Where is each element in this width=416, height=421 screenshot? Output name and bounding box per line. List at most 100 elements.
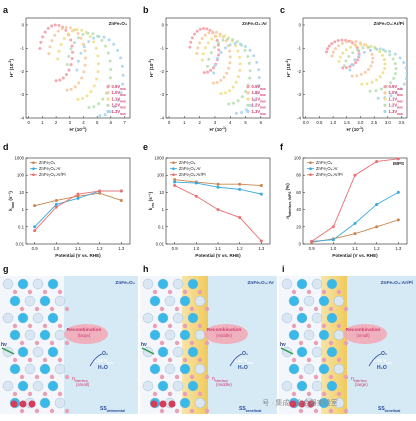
lattice-atom — [321, 357, 327, 363]
lattice-atom — [182, 289, 188, 295]
lattice-atom — [296, 346, 308, 358]
nyquist-point — [211, 30, 215, 34]
schematic-title: ZnFe₂O₄:Ar — [247, 280, 274, 286]
legend-marker — [106, 97, 110, 101]
nyquist-point — [96, 70, 100, 74]
x-tick-label: 1.0 — [193, 246, 200, 251]
lattice-atom — [9, 329, 21, 341]
nyquist-point — [376, 96, 380, 100]
hv-label: hν — [1, 342, 7, 348]
nyquist-point — [64, 28, 68, 32]
x-tick-label: 5 — [96, 120, 99, 125]
lattice-atom — [17, 346, 29, 358]
lattice-atom — [54, 397, 66, 409]
nyquist-point — [340, 41, 344, 45]
data-point — [54, 205, 58, 209]
data-point — [259, 192, 263, 196]
nyquist-point — [203, 46, 207, 50]
nyquist-point — [369, 44, 373, 48]
x-tick-label: 0.9 — [172, 246, 179, 251]
nyquist-point — [76, 36, 80, 40]
nyquist-point — [62, 37, 66, 41]
lattice-atom — [159, 306, 165, 312]
legend-marker — [383, 103, 387, 107]
nyquist-point — [333, 40, 337, 44]
nyquist-point — [107, 38, 111, 42]
nyquist-point — [235, 40, 239, 44]
nyquist-point — [219, 92, 223, 96]
eta-level: (large) — [355, 382, 368, 387]
recombination-label: Recombination — [67, 327, 102, 333]
nyquist-point — [370, 80, 374, 84]
nyquist-point — [69, 87, 73, 91]
nyquist-point — [398, 56, 402, 60]
voltage-label: 1.23 VRHE — [373, 358, 392, 365]
charge-carrier — [298, 400, 306, 408]
legend-label: 1.3VRHE — [112, 109, 127, 116]
lattice-atom — [39, 329, 51, 341]
nyquist-point — [378, 50, 382, 54]
data-point — [396, 157, 400, 161]
nyquist-point — [357, 54, 361, 58]
nyquist-point — [240, 110, 244, 114]
nyquist-point — [54, 79, 58, 83]
nyquist-point — [80, 76, 84, 80]
nyquist-point — [69, 63, 73, 67]
lattice-atom — [24, 295, 36, 307]
nyquist-point — [201, 52, 205, 56]
data-point — [33, 204, 37, 208]
nyquist-point — [393, 62, 397, 66]
nyquist-point — [388, 53, 392, 57]
y-tick-label: 10 — [159, 190, 164, 195]
lattice-atom — [19, 408, 25, 414]
nyquist-point — [71, 50, 75, 54]
nyquist-point — [359, 43, 363, 47]
data-point — [238, 215, 242, 219]
legend-marker — [383, 109, 387, 114]
data-point — [396, 218, 400, 222]
nyquist-point — [195, 52, 199, 56]
legend-marker — [106, 91, 110, 95]
nyquist-point — [379, 87, 383, 91]
recombination-label: Recombination — [207, 327, 242, 333]
oxidation-arrow — [89, 353, 103, 367]
nyquist-point — [223, 91, 227, 95]
nyquist-point — [65, 63, 69, 67]
legend-label: 0.9VRHE — [389, 84, 404, 91]
nyquist-point — [121, 73, 125, 77]
nyquist-point — [380, 53, 384, 57]
nyquist-point — [375, 47, 379, 51]
lattice-atom — [306, 289, 312, 295]
nyquist-point — [81, 96, 85, 100]
lattice-atom — [296, 278, 308, 290]
lattice-atom — [189, 306, 195, 312]
legend-label: 1.0VRHE — [252, 90, 267, 97]
data-point — [375, 202, 379, 206]
nyquist-point — [257, 68, 261, 72]
nyquist-point — [189, 40, 193, 44]
lattice-atom — [32, 278, 44, 290]
lattice-atom — [326, 380, 338, 392]
data-point — [216, 185, 220, 189]
lattice-atom — [142, 312, 154, 324]
lattice-atom — [157, 312, 169, 324]
lattice-atom — [197, 323, 203, 329]
nyquist-point — [82, 45, 86, 49]
rate-panel-1: d 0.9 1.0 1.1 1.2 1.3 0.01 0.1 1 10 100 1000 Potenti… — [3, 142, 131, 258]
nyquist-point — [100, 38, 104, 42]
lattice-atom — [179, 397, 191, 409]
lattice-atom — [172, 278, 184, 290]
lattice-atom — [49, 306, 55, 312]
y-axis-label: H'' (10-2) — [285, 58, 291, 77]
nyquist-point — [46, 26, 50, 30]
nyquist-point — [67, 54, 71, 58]
lattice-atom — [32, 312, 44, 324]
nyquist-point — [347, 54, 351, 58]
y-tick-label: 0.1 — [18, 224, 25, 229]
nyquist-point — [389, 94, 393, 98]
lattice-atom — [152, 289, 158, 295]
lattice-atom — [194, 329, 206, 341]
lattice-atom — [311, 380, 323, 392]
x-axis-label: Potential (V vs. RHE) — [332, 253, 378, 258]
nyquist-point — [355, 74, 359, 78]
